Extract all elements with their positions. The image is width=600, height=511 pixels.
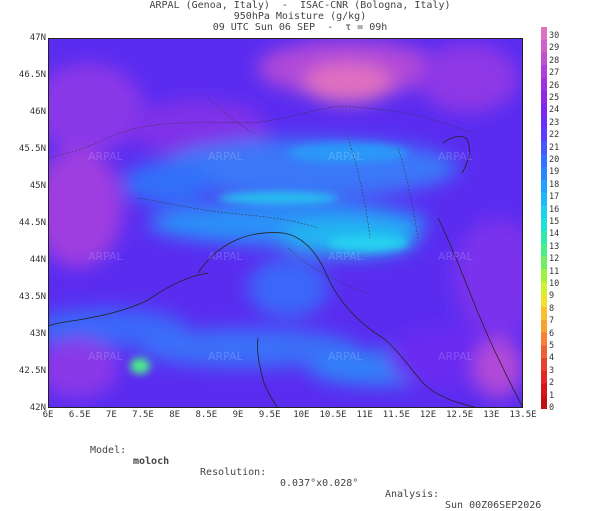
svg-text:ARPAL: ARPAL [208, 250, 244, 263]
lat-label: 44N [29, 255, 46, 265]
colorbar-tick-label: 19 [549, 167, 560, 178]
svg-text:ARPAL: ARPAL [438, 250, 474, 263]
resolution-label: Resolution: [200, 467, 267, 478]
colorbar-tick-label: 1 [549, 390, 555, 401]
lon-label: 13.5E [509, 410, 537, 420]
colorbar-tick-label: 21 [549, 142, 560, 153]
colorbar-tick-label: 8 [549, 303, 555, 314]
header-variable: 950hPa Moisture (g/kg) [233, 11, 367, 22]
colorbar-tick-label: 29 [549, 43, 560, 54]
lat-label: 47N [29, 33, 46, 43]
header-institutions: ARPAL (Genoa, Italy) - ISAC-CNR (Bologna… [149, 0, 451, 11]
lon-label: 9E [232, 410, 244, 420]
lon-label: 8E [169, 410, 181, 420]
lat-label: 45.5N [18, 144, 46, 154]
lon-label: 6.5E [68, 410, 91, 420]
colorbar-tick-label: 28 [549, 55, 560, 66]
lat-label: 45N [29, 181, 46, 191]
svg-text:ARPAL: ARPAL [88, 250, 124, 263]
lat-label: 44.5N [18, 218, 46, 228]
colorbar-tick-label: 27 [549, 68, 560, 79]
lon-label: 13E [483, 410, 500, 420]
colorbar-tick-label: 26 [549, 80, 560, 91]
colorbar-tick-label: 11 [549, 266, 560, 277]
analysis-value: Sun 00Z06SEP2026 [445, 500, 542, 511]
svg-text:ARPAL: ARPAL [438, 350, 474, 363]
lat-label: 42N [29, 403, 46, 413]
lat-label: 43N [29, 329, 46, 339]
colorbar-tick-label: 6 [549, 328, 555, 339]
colorbar-tick-label: 24 [549, 105, 560, 116]
field-detail [130, 143, 408, 374]
lon-label: 12.5E [446, 410, 474, 420]
colorbar-tick-label: 15 [549, 217, 560, 227]
lat-label: 43.5N [18, 292, 46, 302]
colorbar-tick-label: 17 [549, 192, 560, 203]
svg-text:ARPAL: ARPAL [88, 350, 124, 363]
lat-label: 46.5N [18, 70, 46, 80]
colorbar-tick-label: 25 [549, 93, 560, 103]
moisture-field: ARPAL ARPAL ARPAL ARPAL ARPAL ARPAL ARPA… [48, 38, 523, 408]
borders [48, 97, 474, 294]
lon-label: 8.5E [195, 410, 218, 420]
coastlines [48, 135, 523, 408]
svg-text:ARPAL: ARPAL [208, 350, 244, 363]
map-frame [48, 38, 523, 408]
colorbar-tick-label: 18 [549, 179, 560, 190]
svg-text:ARPAL: ARPAL [208, 150, 244, 163]
model-value: moloch [133, 456, 170, 467]
colorbar-tick-label: 4 [549, 353, 555, 364]
colorbar-tick-label: 5 [549, 341, 555, 351]
lon-label: 10.5E [319, 410, 347, 420]
lon-label: 7E [105, 410, 117, 420]
moisture-map: ARPAL ARPAL ARPAL ARPAL ARPAL ARPAL ARPA… [48, 38, 523, 408]
colorbar-tick-label: 3 [549, 365, 555, 376]
colorbar-tick-label: 12 [549, 254, 560, 265]
lon-label: 11E [356, 410, 373, 420]
svg-text:ARPAL: ARPAL [328, 350, 364, 363]
colorbar-tick-label: 14 [549, 229, 560, 240]
colorbar-tick-label: 23 [549, 117, 560, 128]
lon-label: 9.5E [258, 410, 281, 420]
model-label: Model: [90, 445, 127, 456]
lat-label: 42.5N [18, 366, 46, 376]
map-header: ARPAL (Genoa, Italy) - ISAC-CNR (Bologna… [0, 0, 600, 33]
watermarks: ARPAL ARPAL ARPAL ARPAL ARPAL ARPAL ARPA… [88, 150, 474, 363]
analysis-label: Analysis: [385, 489, 440, 500]
colorbar-tick-label: 16 [549, 204, 560, 215]
lon-label: 6E [42, 410, 54, 420]
lat-label: 46N [29, 107, 46, 117]
colorbar-tick-label: 2 [549, 378, 555, 389]
lon-label: 7.5E [132, 410, 154, 420]
svg-text:ARPAL: ARPAL [88, 150, 124, 163]
lon-label: 10E [293, 410, 310, 420]
colorbar [541, 27, 547, 409]
svg-text:ARPAL: ARPAL [328, 250, 364, 263]
colorbar-tick-label: 9 [549, 291, 555, 302]
lon-label: 12E [419, 410, 437, 420]
colorbar-tick-label: 22 [549, 130, 560, 141]
colorbar-tick-label: 0 [549, 403, 555, 413]
colorbar-tick-label: 13 [549, 241, 560, 252]
colorbar-tick-label: 7 [549, 316, 555, 327]
lon-label: 11.5E [382, 410, 410, 420]
colorbar-tick-label: 20 [549, 155, 560, 165]
svg-text:ARPAL: ARPAL [328, 150, 364, 163]
colorbar-tick-label: 30 [549, 31, 560, 41]
svg-text:ARPAL: ARPAL [438, 150, 474, 163]
header-time: 09 UTC Sun 06 SEP - τ = 09h [212, 22, 388, 33]
resolution-value: 0.037°x0.028° [280, 478, 359, 489]
map-footer: Model: moloch Resolution: 0.037°x0.028° … [0, 434, 600, 511]
colorbar-tick-label: 10 [549, 279, 560, 289]
